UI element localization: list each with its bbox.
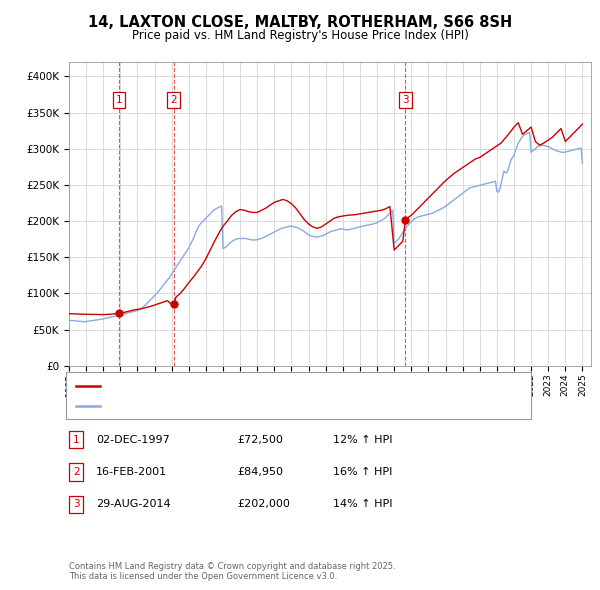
Text: 02-DEC-1997: 02-DEC-1997 <box>96 435 170 444</box>
Text: 1: 1 <box>73 435 80 444</box>
Text: HPI: Average price, detached house, Rotherham: HPI: Average price, detached house, Roth… <box>104 401 332 410</box>
Text: 2: 2 <box>73 467 80 477</box>
Text: Contains HM Land Registry data © Crown copyright and database right 2025.
This d: Contains HM Land Registry data © Crown c… <box>69 562 395 581</box>
Text: 12% ↑ HPI: 12% ↑ HPI <box>333 435 392 444</box>
Text: 14, LAXTON CLOSE, MALTBY, ROTHERHAM, S66 8SH: 14, LAXTON CLOSE, MALTBY, ROTHERHAM, S66… <box>88 15 512 30</box>
Text: Price paid vs. HM Land Registry's House Price Index (HPI): Price paid vs. HM Land Registry's House … <box>131 30 469 42</box>
Text: £202,000: £202,000 <box>237 500 290 509</box>
Text: 2: 2 <box>170 95 177 105</box>
Text: 3: 3 <box>402 95 409 105</box>
Text: 16-FEB-2001: 16-FEB-2001 <box>96 467 167 477</box>
Text: 14, LAXTON CLOSE, MALTBY, ROTHERHAM, S66 8SH (detached house): 14, LAXTON CLOSE, MALTBY, ROTHERHAM, S66… <box>104 382 436 391</box>
Text: 1: 1 <box>116 95 122 105</box>
Text: 3: 3 <box>73 500 80 509</box>
Text: £72,500: £72,500 <box>237 435 283 444</box>
Text: 14% ↑ HPI: 14% ↑ HPI <box>333 500 392 509</box>
Text: £84,950: £84,950 <box>237 467 283 477</box>
Text: 29-AUG-2014: 29-AUG-2014 <box>96 500 170 509</box>
Text: 16% ↑ HPI: 16% ↑ HPI <box>333 467 392 477</box>
